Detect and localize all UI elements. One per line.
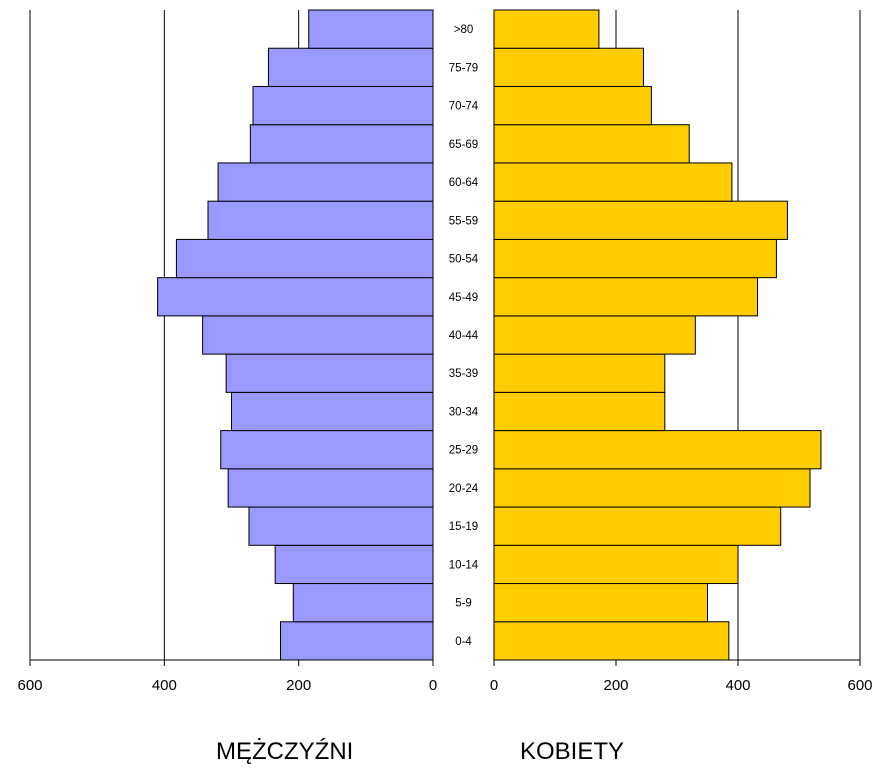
male-bar <box>248 506 434 546</box>
male-bar <box>207 200 434 240</box>
right-tick-label: 400 <box>725 677 750 694</box>
female-bar <box>493 506 782 546</box>
age-group-label: 55-59 <box>449 215 478 227</box>
age-group-label: 5-9 <box>455 598 472 610</box>
female-bar <box>493 162 733 202</box>
female-bar <box>493 124 690 164</box>
female-bar <box>493 200 788 240</box>
age-group-label: 60-64 <box>449 177 479 189</box>
age-group-label: 30-34 <box>449 406 479 418</box>
female-bar <box>493 277 759 317</box>
female-bar <box>493 238 777 279</box>
female-bar <box>493 353 666 393</box>
female-bar <box>493 430 822 470</box>
age-group-label: 10-14 <box>449 559 479 571</box>
female-bar <box>493 85 652 126</box>
right-tick-label: 0 <box>490 677 498 694</box>
male-bar <box>267 47 434 87</box>
female-panel-label: KOBIETY <box>520 738 625 765</box>
male-bar <box>249 124 434 164</box>
male-panel-label: MĘŻCZYŹNI <box>216 738 354 765</box>
male-bar <box>202 315 434 355</box>
age-group-label: 40-44 <box>449 330 479 342</box>
age-group-label: 45-49 <box>449 292 478 304</box>
age-group-label: 65-69 <box>449 139 478 151</box>
left-tick-label: 200 <box>286 677 311 694</box>
age-group-label: >80 <box>454 24 474 36</box>
male-bar <box>292 583 434 623</box>
male-bar <box>217 162 434 202</box>
female-bar <box>493 391 666 432</box>
male-bar <box>220 430 434 470</box>
female-bar <box>493 468 811 508</box>
age-group-label: 15-19 <box>449 521 478 533</box>
male-bar <box>274 544 434 585</box>
male-bar <box>175 238 434 279</box>
male-bar <box>227 468 434 508</box>
male-bar <box>308 9 434 49</box>
left-tick-label: 0 <box>429 677 437 694</box>
male-bar <box>280 621 434 661</box>
right-tick-label: 600 <box>847 677 872 694</box>
female-bar <box>493 47 644 87</box>
female-bar <box>493 583 708 623</box>
female-bar <box>493 544 739 585</box>
right-tick-label: 200 <box>603 677 628 694</box>
age-group-label: 50-54 <box>449 254 479 266</box>
age-group-label: 20-24 <box>449 483 479 495</box>
male-bar <box>252 85 434 126</box>
male-bar <box>157 277 434 317</box>
female-bar <box>493 315 696 355</box>
age-group-label: 35-39 <box>449 368 478 380</box>
female-bar <box>493 9 600 49</box>
age-group-label: 0-4 <box>455 636 472 648</box>
female-bar <box>493 621 730 661</box>
left-tick-label: 600 <box>17 677 42 694</box>
left-tick-label: 400 <box>152 677 177 694</box>
age-group-label: 75-79 <box>449 62 478 74</box>
age-group-label: 70-74 <box>449 101 479 113</box>
male-bar <box>231 391 434 432</box>
male-bar <box>225 353 434 393</box>
age-group-label: 25-29 <box>449 445 478 457</box>
